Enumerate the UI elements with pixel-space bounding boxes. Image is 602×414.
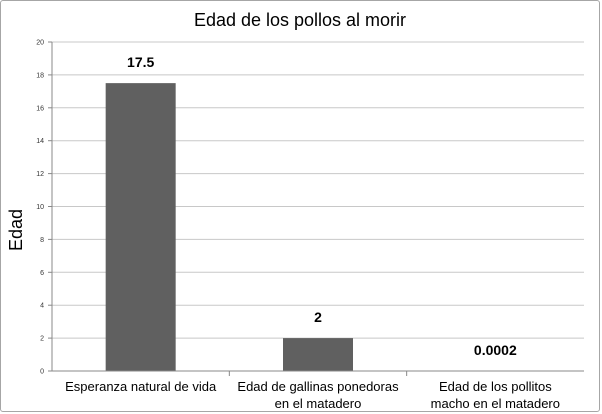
y-tick-label: 18 — [36, 72, 44, 79]
chart-title: Edad de los pollos al morir — [194, 10, 406, 30]
y-tick-label: 4 — [40, 303, 44, 310]
data-labels: 17.5 2 0.0002 — [127, 54, 517, 358]
y-tick-label: 8 — [40, 237, 44, 244]
y-axis-label: Edad — [6, 209, 26, 251]
y-tick-label: 16 — [36, 105, 44, 112]
axes — [51, 42, 584, 372]
x-tick-label: Edad de gallinas ponedoras — [237, 379, 399, 394]
data-label: 0.0002 — [474, 342, 517, 358]
bars — [105, 83, 531, 371]
x-tick-label: macho en el matadero — [431, 396, 560, 411]
data-label: 17.5 — [127, 54, 154, 70]
data-label: 2 — [314, 309, 322, 325]
x-tick-label: en el matadero — [275, 396, 362, 411]
y-tick-label: 12 — [36, 171, 44, 178]
bar — [105, 83, 176, 371]
x-tick-label: Esperanza natural de vida — [65, 379, 217, 394]
x-axis-ticks: Esperanza natural de vida Edad de gallina… — [65, 371, 560, 411]
y-tick-label: 10 — [36, 204, 44, 211]
y-tick-label: 2 — [40, 336, 44, 343]
y-axis-ticks: 0 2 4 6 8 10 12 14 16 18 20 — [36, 40, 52, 376]
y-tick-label: 6 — [40, 270, 44, 277]
y-tick-label: 20 — [36, 40, 44, 47]
y-tick-label: 14 — [36, 138, 44, 145]
x-tick-label: Edad de los pollitos — [439, 379, 552, 394]
bar — [283, 338, 353, 371]
y-tick-label: 0 — [40, 369, 44, 376]
